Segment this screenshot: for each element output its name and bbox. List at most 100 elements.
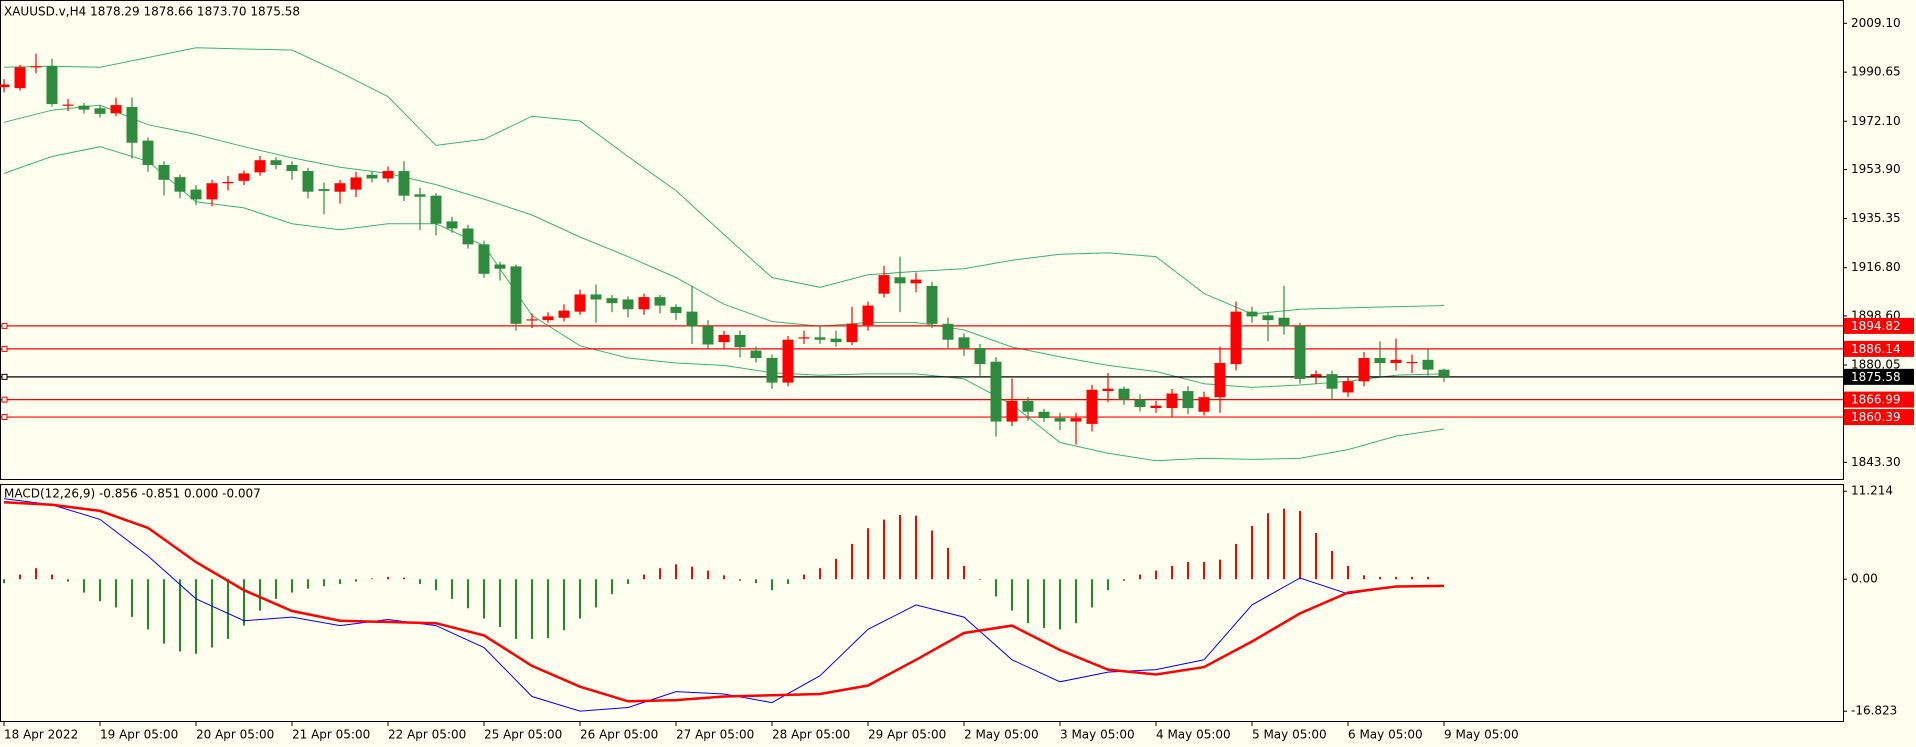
candle-body xyxy=(1054,418,1066,422)
candle-body xyxy=(238,173,250,181)
candle-body xyxy=(254,160,266,173)
candle-body xyxy=(1342,381,1354,393)
level-anchor xyxy=(1,396,8,403)
candle-body xyxy=(158,164,170,180)
candle-body xyxy=(30,66,42,68)
indicator-line xyxy=(3,498,1445,712)
price-tag-label: 1894.82 xyxy=(1851,319,1901,333)
candle-body xyxy=(1006,400,1018,422)
chart-title: XAUUSD.v,H4 1878.29 1878.66 1873.70 1875… xyxy=(4,5,300,19)
price-tag xyxy=(1844,409,1914,426)
candle-body xyxy=(398,171,410,196)
candle-body xyxy=(670,306,682,313)
y-tick-label: 1935.35 xyxy=(1851,211,1901,225)
candle-body xyxy=(1374,357,1386,364)
candle-body xyxy=(318,189,330,191)
indicator-line xyxy=(3,47,1445,315)
x-tick-label: 18 Apr 2022 xyxy=(4,728,78,742)
candle-body xyxy=(1118,388,1130,400)
candle-body xyxy=(286,164,298,172)
candle-body xyxy=(878,275,890,294)
candle-body xyxy=(1086,389,1098,424)
candle-body xyxy=(1438,369,1450,377)
candle-body xyxy=(830,338,842,343)
indicator-title: MACD(12,26,9) -0.856 -0.851 0.000 -0.007 xyxy=(4,487,261,501)
price-tag xyxy=(1844,391,1914,408)
candle-body xyxy=(606,298,618,304)
candle-body xyxy=(14,67,26,89)
level-anchor xyxy=(1,414,8,421)
price-tag-label: 1875.58 xyxy=(1851,370,1901,384)
x-tick-label: 5 May 05:00 xyxy=(1252,728,1327,742)
candle-body xyxy=(174,177,186,192)
candle-body xyxy=(430,195,442,224)
x-tick-label: 28 Apr 05:00 xyxy=(772,728,850,742)
level-anchor xyxy=(1,322,8,329)
y-tick-label: -16.823 xyxy=(1851,704,1897,718)
level-anchor xyxy=(1,345,8,352)
candle-body xyxy=(798,337,810,339)
y-tick-label: 1953.90 xyxy=(1851,162,1901,176)
x-tick-label: 6 May 05:00 xyxy=(1348,728,1423,742)
y-tick-label: 1990.65 xyxy=(1851,65,1901,79)
candle-body xyxy=(1182,391,1194,409)
candle-body xyxy=(1166,393,1178,409)
candle-body xyxy=(558,310,570,318)
candle-body xyxy=(990,361,1002,422)
indicator-line xyxy=(3,501,1445,703)
candle-body xyxy=(478,244,490,274)
price-tag xyxy=(1844,368,1914,385)
candle-body xyxy=(542,316,554,321)
x-tick-label: 22 Apr 05:00 xyxy=(388,728,466,742)
price-tag-label: 1886.14 xyxy=(1851,342,1901,356)
candle-body xyxy=(190,189,202,200)
candle-body xyxy=(718,334,730,343)
candle-body xyxy=(94,108,106,114)
candle-body xyxy=(846,323,858,343)
candle-body xyxy=(750,350,762,358)
candle-body xyxy=(1358,357,1370,382)
candle-body xyxy=(414,194,426,197)
candle-body xyxy=(574,294,586,312)
candle-body xyxy=(1102,388,1114,392)
candle-body xyxy=(1022,400,1034,412)
candle-body xyxy=(654,297,666,306)
candle-body xyxy=(1406,361,1418,364)
candle-body xyxy=(446,221,458,229)
candle-body xyxy=(206,183,218,200)
candle-body xyxy=(1230,311,1242,365)
x-tick-label: 29 Apr 05:00 xyxy=(868,728,946,742)
candle-body xyxy=(638,297,650,310)
x-tick-label: 9 May 05:00 xyxy=(1444,728,1519,742)
candle-body xyxy=(974,348,986,365)
candle-body xyxy=(814,337,826,340)
candle-body xyxy=(926,285,938,324)
x-tick-label: 20 Apr 05:00 xyxy=(196,728,274,742)
candle-body xyxy=(702,326,714,345)
x-tick-label: 25 Apr 05:00 xyxy=(484,728,562,742)
price-tag xyxy=(1844,340,1914,357)
main-panel xyxy=(0,0,1844,480)
candle-body xyxy=(110,105,122,114)
candle-body xyxy=(1214,363,1226,398)
candle-body xyxy=(462,228,474,245)
candle-body xyxy=(686,311,698,327)
candle-body xyxy=(46,65,58,105)
candle-body xyxy=(1390,359,1402,364)
candle-body xyxy=(366,174,378,179)
y-tick-label: 1972.10 xyxy=(1851,114,1901,128)
candle-body xyxy=(350,177,362,190)
candle-body xyxy=(1262,315,1274,321)
candle-body xyxy=(270,160,282,165)
candle-body xyxy=(590,294,602,300)
price-tag-label: 1860.39 xyxy=(1851,410,1901,424)
candle-body xyxy=(1198,397,1210,412)
indicator-line xyxy=(3,104,1445,388)
x-tick-label: 3 May 05:00 xyxy=(1060,728,1135,742)
candle-body xyxy=(622,299,634,310)
candle-body xyxy=(1278,317,1290,327)
y-tick-label: 11.214 xyxy=(1851,484,1893,498)
y-tick-label: 0.00 xyxy=(1851,572,1878,586)
